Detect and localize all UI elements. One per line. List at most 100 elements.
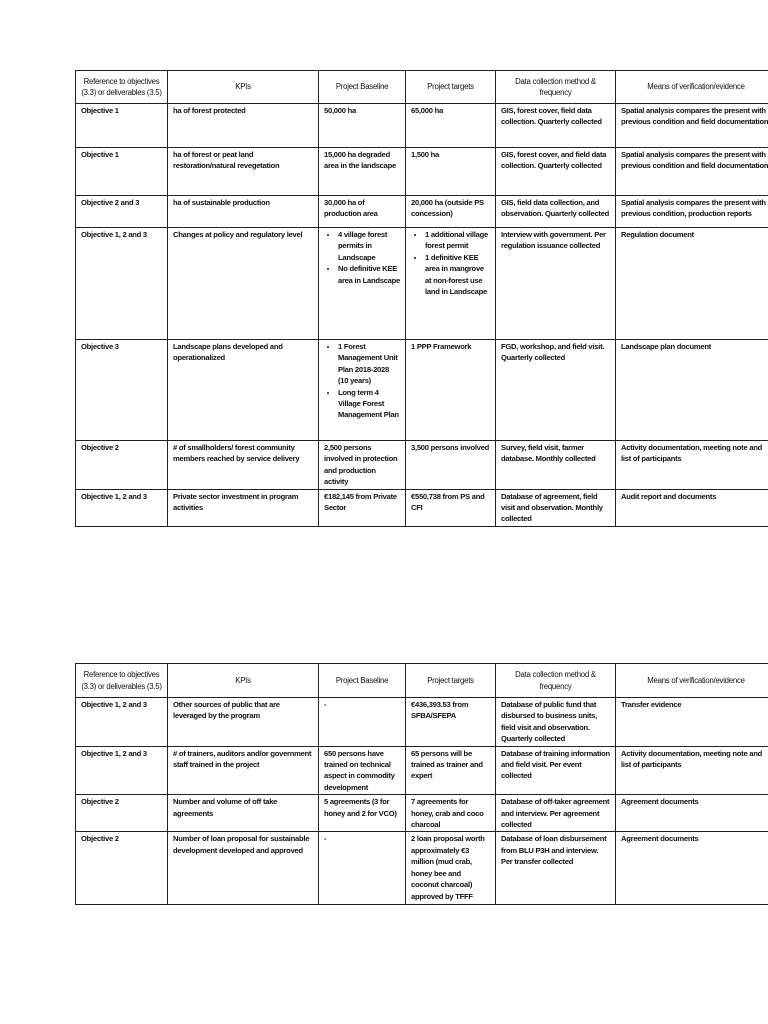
cell-kpi: # of trainers, auditors and/or governmen… [167, 745, 319, 796]
cell-baseline: 30,000 ha of production area [318, 195, 406, 228]
cell-baseline: 5 agreements (3 for honey and 2 for VCO) [318, 794, 406, 833]
bullet-item: 1 Forest Management Unit Plan 2018-2028 … [338, 341, 400, 387]
cell-kpi: Changes at policy and regulatory level [167, 227, 319, 340]
bullet-item: 1 additional village forest permit [425, 229, 490, 252]
cell-reference: Objective 1 [75, 147, 168, 196]
table-row: Objective 1, 2 and 3 Other sources of pub… [75, 697, 768, 747]
cell-verification: Spatial analysis compares the present wi… [615, 147, 768, 196]
cell-verification: Agreement documents [615, 831, 768, 906]
cell-data-collection: Database of training information and fie… [495, 745, 616, 796]
cell-verification: Landscape plan document [615, 339, 768, 441]
table-row: Objective 1 ha of forest or peat land res… [75, 147, 768, 196]
kpi-table-2: Reference to objectives (3.3) or deliver… [75, 663, 768, 906]
table-row: Objective 1, 2 and 3 # of trainers, audit… [75, 745, 768, 796]
cell-verification: Regulation document [615, 227, 768, 340]
cell-data-collection: Database of off-taker agreement and inte… [495, 794, 616, 833]
cell-data-collection: GIS, forest cover, field data collection… [495, 103, 616, 148]
bullet-item: 1 definitive KEE area in mangrove at non… [425, 252, 490, 298]
cell-kpi: # of smallholders/ forest community memb… [167, 440, 319, 490]
cell-reference: Objective 2 [75, 440, 168, 490]
table-row: Objective 1 ha of forest protected 50,000 … [75, 103, 768, 148]
cell-data-collection: Database of public fund that disbursed t… [495, 697, 616, 747]
column-header-reference: Reference to objectives (3.3) or deliver… [75, 663, 168, 698]
cell-target: 1,500 ha [405, 147, 496, 196]
table-row: Objective 2 # of smallholders/ forest com… [75, 440, 768, 490]
cell-data-collection: Database of agreement, field visit and o… [495, 488, 616, 527]
cell-baseline: 2,500 persons involved in protection and… [318, 440, 406, 490]
cell-data-collection: GIS, field data collection, and observat… [495, 195, 616, 228]
cell-verification: Spatial analysis compares the present wi… [615, 195, 768, 228]
cell-verification: Spatial analysis compares the present wi… [615, 103, 768, 148]
cell-verification: Activity documentation, meeting note and… [615, 745, 768, 796]
column-header-reference: Reference to objectives (3.3) or deliver… [75, 70, 168, 104]
column-header-verification: Means of verification/evidence [615, 663, 768, 698]
column-header-kpi: KPIs [167, 663, 319, 698]
cell-baseline: 50,000 ha [318, 103, 406, 148]
cell-baseline: 4 village forest permits in LandscapeNo … [318, 227, 406, 340]
cell-target: €436,393.53 from SFBA/SFEPA [405, 697, 496, 747]
bullet-list: 4 village forest permits in LandscapeNo … [324, 229, 400, 286]
cell-target: 2 loan proposal worth approximately €3 m… [405, 831, 496, 906]
cell-data-collection: Interview with government. Per regulatio… [495, 227, 616, 340]
cell-data-collection: Survey, field visit, farmer database. Mo… [495, 440, 616, 490]
bullet-item: 4 village forest permits in Landscape [338, 229, 400, 263]
cell-target: €550,738 from PS and CFI [405, 488, 496, 527]
bullet-list: 1 additional village forest permit1 defi… [411, 229, 490, 297]
cell-baseline: 15,000 ha degraded area in the landscape [318, 147, 406, 196]
cell-reference: Objective 1, 2 and 3 [75, 697, 168, 747]
header-row: Reference to objectives (3.3) or deliver… [75, 70, 768, 104]
cell-kpi: Number of loan proposal for sustainable … [167, 831, 319, 906]
cell-data-collection: Database of loan disbursement from BLU P… [495, 831, 616, 906]
cell-reference: Objective 2 [75, 794, 168, 833]
column-header-data-collection: Data collection method & frequency [495, 663, 616, 698]
column-header-data-collection: Data collection method & frequency [495, 70, 616, 104]
cell-target: 65,000 ha [405, 103, 496, 148]
cell-reference: Objective 1, 2 and 3 [75, 227, 168, 340]
cell-reference: Objective 1 [75, 103, 168, 148]
table-row: Objective 3 Landscape plans developed and… [75, 339, 768, 441]
cell-reference: Objective 2 and 3 [75, 195, 168, 228]
bullet-item: No definitive KEE area in Landscape [338, 263, 400, 286]
cell-kpi: ha of forest or peat land restoration/na… [167, 147, 319, 196]
header-row: Reference to objectives (3.3) or deliver… [75, 663, 768, 698]
table-row: Objective 2 Number and volume of off take… [75, 794, 768, 833]
cell-data-collection: FGD, workshop, and field visit. Quarterl… [495, 339, 616, 441]
cell-target: 65 persons will be trained as trainer an… [405, 745, 496, 796]
column-header-kpi: KPIs [167, 70, 319, 104]
table-row: Objective 2 Number of loan proposal for s… [75, 831, 768, 906]
cell-verification: Agreement documents [615, 794, 768, 833]
table-row: Objective 1, 2 and 3 Private sector inves… [75, 488, 768, 527]
column-header-target: Project targets [405, 70, 496, 104]
bullet-list: 1 Forest Management Unit Plan 2018-2028 … [324, 341, 400, 421]
cell-baseline: 1 Forest Management Unit Plan 2018-2028 … [318, 339, 406, 441]
cell-baseline: 650 persons have trained on technical as… [318, 745, 406, 796]
cell-kpi: Private sector investment in program act… [167, 488, 319, 527]
cell-reference: Objective 3 [75, 339, 168, 441]
cell-target: 7 agreements for honey, crab and coco ch… [405, 794, 496, 833]
column-header-baseline: Project Baseline [318, 663, 406, 698]
kpi-table-1: Reference to objectives (3.3) or deliver… [75, 70, 768, 527]
cell-reference: Objective 2 [75, 831, 168, 906]
cell-target: 20,000 ha (outside PS concession) [405, 195, 496, 228]
cell-kpi: ha of sustainable production [167, 195, 319, 228]
cell-kpi: ha of forest protected [167, 103, 319, 148]
column-header-target: Project targets [405, 663, 496, 698]
cell-verification: Audit report and documents [615, 488, 768, 527]
cell-reference: Objective 1, 2 and 3 [75, 745, 168, 796]
cell-target: 1 additional village forest permit1 defi… [405, 227, 496, 340]
cell-verification: Transfer evidence [615, 697, 768, 747]
cell-data-collection: GIS, forest cover, and field data collec… [495, 147, 616, 196]
table-row: Objective 2 and 3 ha of sustainable produ… [75, 195, 768, 228]
table-row: Objective 1, 2 and 3 Changes at policy an… [75, 227, 768, 340]
cell-kpi: Number and volume of off take agreements [167, 794, 319, 833]
cell-reference: Objective 1, 2 and 3 [75, 488, 168, 527]
column-header-verification: Means of verification/evidence [615, 70, 768, 104]
cell-target: 1 PPP Framework [405, 339, 496, 441]
cell-kpi: Other sources of public that are leverag… [167, 697, 319, 747]
cell-verification: Activity documentation, meeting note and… [615, 440, 768, 490]
cell-baseline: - [318, 831, 406, 906]
column-header-baseline: Project Baseline [318, 70, 406, 104]
bullet-item: Long term 4 Village Forest Management Pl… [338, 387, 400, 421]
cell-kpi: Landscape plans developed and operationa… [167, 339, 319, 441]
cell-baseline: €182,145 from Private Sector [318, 488, 406, 527]
